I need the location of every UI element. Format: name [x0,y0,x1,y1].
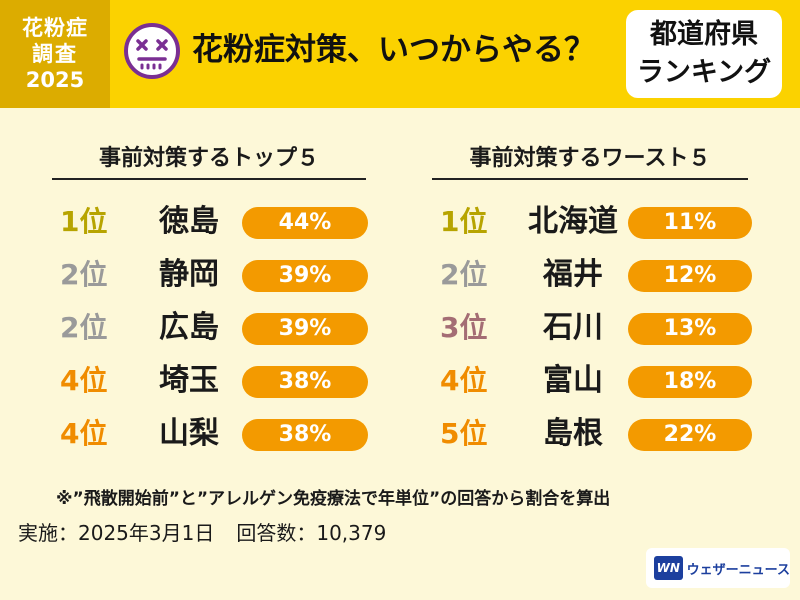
ranking-badge-line-1: 都道府県 [650,19,758,50]
ranking-row: 5位 島根 22% [432,412,762,456]
prefecture-name: 埼玉 [159,363,219,398]
prefecture-name: 北海道 [528,204,618,239]
rank-label: 1位 [440,205,488,238]
ranking-row: 4位 埼玉 38% [52,359,382,403]
ranking-badge: 都道府県 ランキング [626,10,782,98]
percentage-pill: 13% [628,313,752,345]
rank-label: 4位 [60,364,108,397]
calculation-note: ※”飛散開始前”と”アレルゲン免疫療法で年単位”の回答から割合を算出 [56,489,611,509]
prefecture-name: 島根 [543,416,603,451]
prefecture-name: 富山 [543,363,603,398]
ranking-badge-line-2: ランキング [636,57,772,88]
rank-label: 2位 [60,311,108,344]
rank-label: 2位 [440,258,488,291]
ranking-row: 2位 静岡 39% [52,253,382,297]
worst5-heading: 事前対策するワースト５ [432,142,748,180]
prefecture-name: 広島 [159,310,219,345]
badge-line-3: 2025 [25,68,85,92]
survey-date: 実施：2025年3月1日 [18,521,215,545]
badge-line-1: 花粉症 [22,16,88,40]
ranking-row: 3位 石川 13% [432,306,762,350]
rank-label: 4位 [60,417,108,450]
prefecture-name: 福井 [543,257,603,292]
percentage-pill: 38% [242,366,368,398]
rank-label: 2位 [60,258,108,291]
prefecture-name: 山梨 [159,416,219,451]
ranking-row: 2位 福井 12% [432,253,762,297]
ranking-row: 4位 富山 18% [432,359,762,403]
badge-line-2: 調査 [32,42,78,66]
ranking-row: 2位 広島 39% [52,306,382,350]
ranking-row: 1位 北海道 11% [432,200,762,244]
survey-badge: 花粉症 調査 2025 [0,0,110,108]
prefecture-name: 静岡 [159,257,219,292]
ranking-row: 4位 山梨 38% [52,412,382,456]
prefecture-name: 徳島 [159,204,219,239]
rank-label: 4位 [440,364,488,397]
logo-mark: WN [654,556,683,580]
logo-text: ウェザーニュース [686,562,790,578]
percentage-pill: 12% [628,260,752,292]
weathernews-logo: WN ウェザーニュース [646,548,790,588]
percentage-pill: 39% [242,260,368,292]
percentage-pill: 44% [242,207,368,239]
percentage-pill: 11% [628,207,752,239]
percentage-pill: 38% [242,419,368,451]
rank-label: 5位 [440,417,488,450]
rank-label: 1位 [60,205,108,238]
percentage-pill: 18% [628,366,752,398]
rank-label: 3位 [440,311,488,344]
sick-face-icon [124,23,180,79]
prefecture-name: 石川 [543,310,603,345]
percentage-pill: 22% [628,419,752,451]
page-title: 花粉症対策、いつからやる？ [192,32,595,68]
survey-footer: 実施：2025年3月1日 回答数：10,379 [18,517,386,546]
percentage-pill: 39% [242,313,368,345]
response-count: 回答数：10,379 [236,521,387,545]
top5-heading: 事前対策するトップ５ [52,142,366,180]
ranking-row: 1位 徳島 44% [52,200,382,244]
